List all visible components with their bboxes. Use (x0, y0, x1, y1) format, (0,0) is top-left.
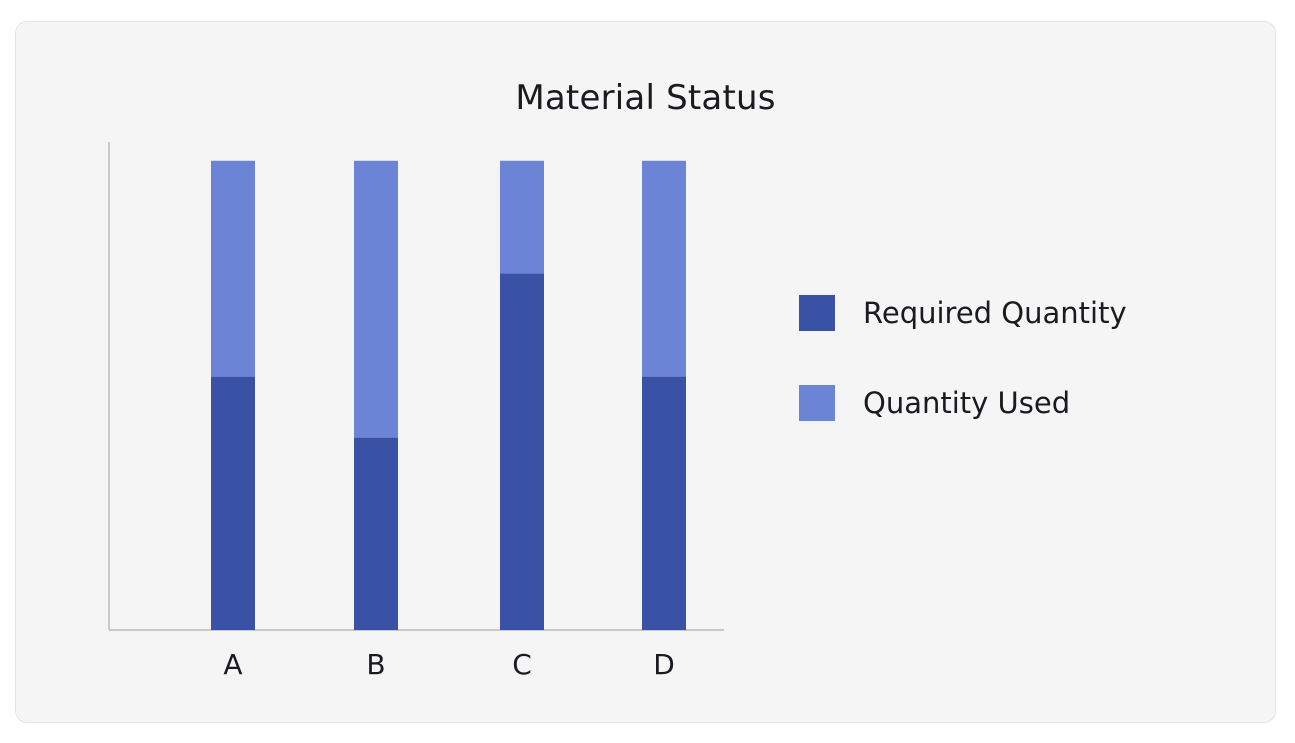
legend-label-required-quantity: Required Quantity (863, 296, 1127, 330)
x-tick-label-a: A (223, 648, 242, 681)
bars-group (211, 160, 686, 630)
bar-a-required-quantity (211, 376, 255, 630)
x-tick-label-c: C (512, 648, 532, 681)
legend-label-quantity-used: Quantity Used (863, 386, 1071, 420)
bar-b-quantity-used (354, 160, 398, 438)
legend-swatch-quantity-used (799, 385, 835, 421)
legend-swatch-required-quantity (799, 295, 835, 331)
x-tick-label-b: B (366, 648, 385, 681)
bar-chart-plot: A B C D (108, 142, 724, 681)
chart-card: Material Status A B C D Required Quantity Q… (15, 21, 1276, 723)
bar-c-quantity-used (500, 160, 544, 274)
x-tick-label-d: D (653, 648, 675, 681)
x-tick-labels: A B C D (223, 648, 674, 681)
bar-c-required-quantity (500, 273, 544, 630)
chart-legend: Required Quantity Quantity Used (799, 294, 1127, 474)
bar-d-required-quantity (642, 376, 686, 630)
bar-d-quantity-used (642, 160, 686, 377)
legend-item-quantity-used: Quantity Used (799, 384, 1127, 422)
bar-b-required-quantity (354, 437, 398, 630)
bar-a-quantity-used (211, 160, 255, 377)
legend-item-required-quantity: Required Quantity (799, 294, 1127, 332)
chart-title: Material Status (515, 78, 776, 118)
